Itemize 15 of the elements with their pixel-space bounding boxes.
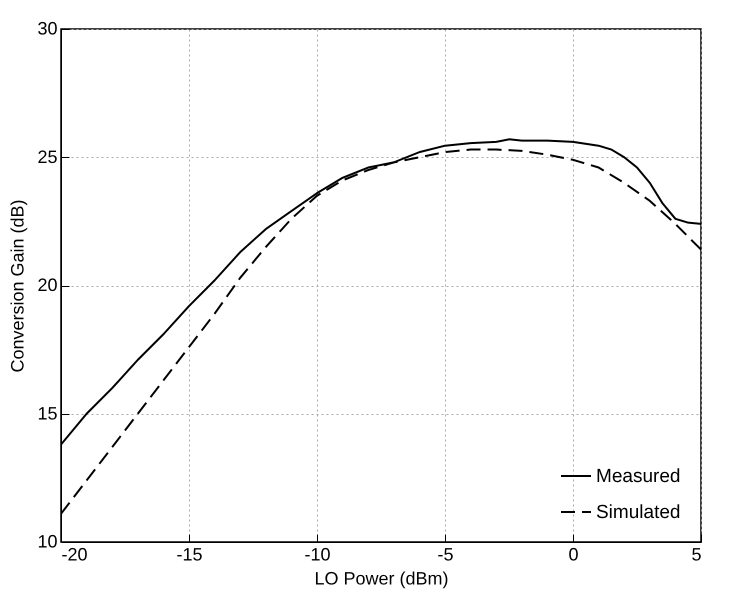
y-tick-label: 20: [37, 275, 58, 295]
x-tick-label: -15: [176, 544, 203, 564]
x-tick-label: -5: [437, 544, 454, 564]
legend-label: Simulated: [596, 502, 680, 523]
x-tick-label: 0: [568, 544, 579, 564]
x-tick-label: -10: [304, 544, 331, 564]
x-tick-label: 5: [691, 544, 702, 564]
y-tick-label: 25: [37, 146, 58, 167]
x-tick-label: -20: [62, 544, 88, 564]
y-tick-label: 30: [37, 18, 58, 38]
y-axis-title: Conversion Gain (dB): [7, 199, 28, 373]
legend-label: Measured: [596, 466, 680, 487]
y-tick-label: 10: [37, 532, 58, 552]
x-axis-title: LO Power (dBm): [314, 568, 449, 588]
y-tick-label: 15: [37, 403, 58, 424]
